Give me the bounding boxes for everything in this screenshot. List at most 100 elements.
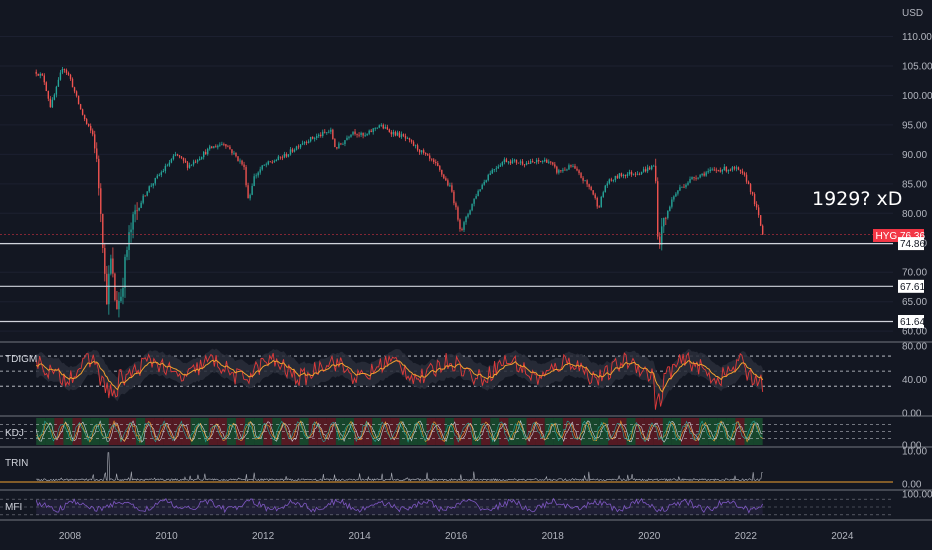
price-axis[interactable]: USD 110.00 105.00 100.00 95.00 90.00 85.00 80.… bbox=[873, 8, 932, 338]
price-candle bbox=[721, 169, 724, 175]
price-candle bbox=[533, 162, 536, 164]
kdj-background-segment bbox=[599, 418, 609, 445]
price-candle bbox=[447, 178, 449, 187]
price-candle bbox=[570, 164, 572, 168]
price-candle bbox=[422, 148, 425, 155]
price-candle bbox=[560, 170, 562, 173]
price-candle bbox=[178, 155, 181, 159]
price-candle bbox=[598, 205, 600, 208]
price-candle bbox=[751, 191, 754, 196]
price-candle bbox=[424, 152, 427, 156]
price-candle bbox=[176, 153, 179, 157]
price-candle bbox=[249, 193, 251, 201]
price-candle bbox=[170, 158, 173, 164]
price-candle bbox=[564, 167, 566, 171]
price-candle bbox=[202, 150, 205, 160]
indicator-label-trin: TRIN bbox=[5, 458, 28, 469]
indicator-pane-trin[interactable]: TRIN bbox=[0, 452, 893, 483]
price-candle bbox=[630, 170, 633, 177]
price-candle bbox=[273, 159, 276, 163]
price-candle bbox=[701, 173, 703, 177]
price-candle bbox=[671, 197, 673, 209]
price-candle bbox=[548, 159, 550, 164]
price-candle bbox=[261, 165, 263, 171]
price-candle bbox=[614, 175, 617, 183]
price-candle bbox=[354, 129, 356, 136]
price-candle bbox=[489, 170, 491, 176]
price-candle bbox=[556, 165, 558, 175]
price-candle bbox=[160, 170, 163, 178]
mfi-band-fill bbox=[36, 499, 763, 515]
kdj-background-segment bbox=[671, 418, 681, 445]
price-candle bbox=[200, 156, 203, 160]
price-candle bbox=[102, 213, 104, 253]
price-candle bbox=[497, 164, 500, 169]
price-candle bbox=[475, 193, 477, 200]
price-candle bbox=[289, 146, 292, 156]
price-candle bbox=[578, 169, 580, 176]
kdj-background-segment bbox=[744, 418, 754, 445]
price-candle bbox=[636, 171, 639, 176]
price-candle bbox=[433, 158, 435, 165]
price-candle bbox=[449, 182, 451, 187]
time-tick-label: 2024 bbox=[831, 531, 854, 542]
time-axis[interactable]: 2008 2010 2012 2014 2016 2018 2020 2022 2024 bbox=[59, 531, 854, 542]
price-candle bbox=[132, 211, 134, 239]
price-candle bbox=[277, 154, 280, 161]
kdj-background-segment bbox=[690, 418, 700, 445]
time-tick-label: 2012 bbox=[252, 531, 275, 542]
price-candle bbox=[140, 200, 142, 209]
horizontal-lines[interactable] bbox=[0, 242, 893, 323]
indicator-pane-tdigm[interactable]: TDIGM bbox=[0, 348, 893, 410]
price-candle bbox=[566, 168, 568, 172]
price-candle bbox=[697, 177, 699, 180]
price-candle bbox=[657, 177, 659, 240]
price-candle bbox=[495, 165, 497, 173]
price-candle bbox=[408, 137, 411, 143]
price-candle bbox=[315, 133, 318, 141]
price-candle bbox=[360, 131, 362, 137]
indicator-pane-mfi[interactable]: MFI bbox=[0, 497, 893, 516]
price-candle bbox=[731, 166, 734, 172]
annotation-text[interactable]: 1929? xD bbox=[812, 188, 902, 210]
kdj-background-segment bbox=[281, 418, 291, 445]
price-candle bbox=[100, 183, 102, 223]
price-candle bbox=[356, 133, 358, 138]
price-candle bbox=[227, 144, 229, 148]
kdj-background-segment bbox=[54, 418, 64, 445]
price-candle bbox=[247, 182, 249, 199]
price-candle bbox=[184, 158, 187, 164]
price-candle bbox=[275, 158, 278, 162]
price-candle bbox=[45, 81, 47, 92]
price-candle bbox=[511, 158, 514, 164]
price-candle bbox=[677, 189, 679, 196]
price-candle bbox=[376, 127, 378, 130]
price-candle bbox=[271, 160, 274, 164]
price-candle bbox=[297, 144, 300, 150]
indicator-pane-kdj[interactable]: KDJ bbox=[0, 418, 893, 445]
price-candle bbox=[269, 161, 271, 163]
price-candle bbox=[108, 265, 110, 315]
price-candle bbox=[241, 159, 243, 166]
price-candle bbox=[669, 205, 671, 212]
kdj-background-segment bbox=[708, 418, 718, 445]
price-candle bbox=[192, 159, 195, 167]
price-candle bbox=[665, 216, 667, 226]
price-candle bbox=[43, 73, 45, 86]
price-tick-label: 105.00 bbox=[902, 61, 932, 72]
price-candle bbox=[307, 139, 310, 144]
price-pane[interactable]: 1929? xD bbox=[0, 36, 902, 332]
price-candle bbox=[328, 129, 330, 134]
price-candle bbox=[602, 190, 604, 198]
price-candle bbox=[733, 165, 736, 171]
price-candle bbox=[435, 159, 437, 166]
indicator-label-mfi: MFI bbox=[5, 502, 22, 513]
horizontal-line-tag: 61.64 bbox=[898, 314, 925, 328]
price-candle bbox=[112, 247, 114, 278]
price-candle bbox=[594, 192, 596, 200]
price-candle bbox=[755, 201, 758, 210]
price-candle bbox=[350, 134, 352, 138]
price-candle bbox=[693, 176, 695, 181]
price-candle bbox=[586, 179, 588, 188]
